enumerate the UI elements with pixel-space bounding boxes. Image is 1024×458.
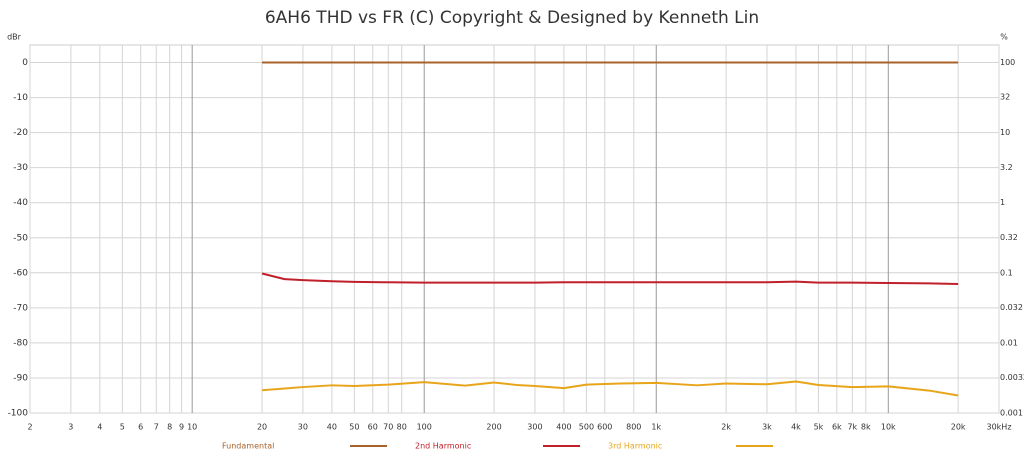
x-tick-label: 100 <box>417 423 432 432</box>
y2-tick-label: 1 <box>1000 198 1005 207</box>
y2-axis-label: % <box>1000 33 1008 42</box>
x-tick-label: 10k <box>881 423 896 432</box>
y2-tick-label: 0.01 <box>1000 338 1018 347</box>
y-tick-label: -10 <box>13 93 28 103</box>
x-tick-label: 80 <box>397 423 407 432</box>
y-tick-label: -60 <box>13 268 28 278</box>
x-tick-label: 600 <box>597 423 612 432</box>
x-tick-label: 2k <box>721 423 731 432</box>
x-tick-label: 500 <box>579 423 594 432</box>
x-tick-label: 800 <box>626 423 641 432</box>
x-tick-label: 3 <box>68 423 73 432</box>
y-tick-label: -20 <box>13 128 28 138</box>
x-tick-label: 5 <box>120 423 125 432</box>
plot-area <box>29 44 1000 414</box>
y-tick-label: -100 <box>8 409 29 419</box>
y2-tick-label: 0.1 <box>1000 268 1013 277</box>
y-tick-label: -90 <box>13 373 28 383</box>
x-tick-label: 1k <box>651 423 661 432</box>
x-tick-label: 8 <box>167 423 172 432</box>
y-tick-label: -30 <box>13 163 28 173</box>
legend-label: 2nd Harmonic <box>415 442 471 451</box>
x-tick-label: 30 <box>298 423 308 432</box>
y-tick-label: -70 <box>13 303 28 313</box>
legend-label: Fundamental <box>222 442 274 451</box>
y2-tick-label: 0.001 <box>1000 409 1023 418</box>
x-tick-label: 4k <box>791 423 801 432</box>
x-tick-label: 7k <box>847 423 857 432</box>
series-line <box>261 380 959 397</box>
x-tick-label: 70 <box>383 423 393 432</box>
x-tick-label: 300 <box>527 423 542 432</box>
x-tick-label: 10 <box>187 423 197 432</box>
x-tick-label: 20k <box>951 423 966 432</box>
x-tick-label: 5k <box>814 423 824 432</box>
legend-label: 3rd Harmonic <box>608 442 662 451</box>
x-tick-label: 3k <box>762 423 772 432</box>
y-tick-label: -80 <box>13 338 28 348</box>
y-tick-label: -50 <box>13 233 28 243</box>
chart-title: 6AH6 THD vs FR (C) Copyright & Designed … <box>265 8 759 28</box>
y-axis-label: dBr <box>7 33 22 42</box>
x-tick-label: 2 <box>27 423 32 432</box>
x-tick-label: 6 <box>138 423 143 432</box>
x-tick-label: 30kHz <box>986 423 1011 432</box>
x-tick-label: 50 <box>349 423 359 432</box>
x-tick-label: 400 <box>556 423 571 432</box>
series-line <box>261 272 959 286</box>
x-tick-label: 40 <box>327 423 337 432</box>
x-tick-label: 6k <box>832 423 842 432</box>
x-tick-label: 200 <box>486 423 501 432</box>
y2-tick-label: 3.2 <box>1000 163 1013 172</box>
y2-tick-label: 0.032 <box>1000 303 1023 312</box>
y2-tick-label: 0.32 <box>1000 233 1018 242</box>
y-tick-label: -40 <box>13 198 28 208</box>
y2-tick-label: 10 <box>1000 128 1010 137</box>
y2-tick-label: 32 <box>1000 93 1010 102</box>
x-tick-label: 60 <box>368 423 378 432</box>
y-tick-label: 0 <box>22 58 28 68</box>
x-tick-label: 8k <box>861 423 871 432</box>
x-tick-label: 20 <box>257 423 267 432</box>
x-tick-label: 7 <box>154 423 159 432</box>
x-tick-label: 4 <box>97 423 102 432</box>
y2-tick-label: 100 <box>1000 58 1015 67</box>
x-tick-label: 9 <box>179 423 184 432</box>
